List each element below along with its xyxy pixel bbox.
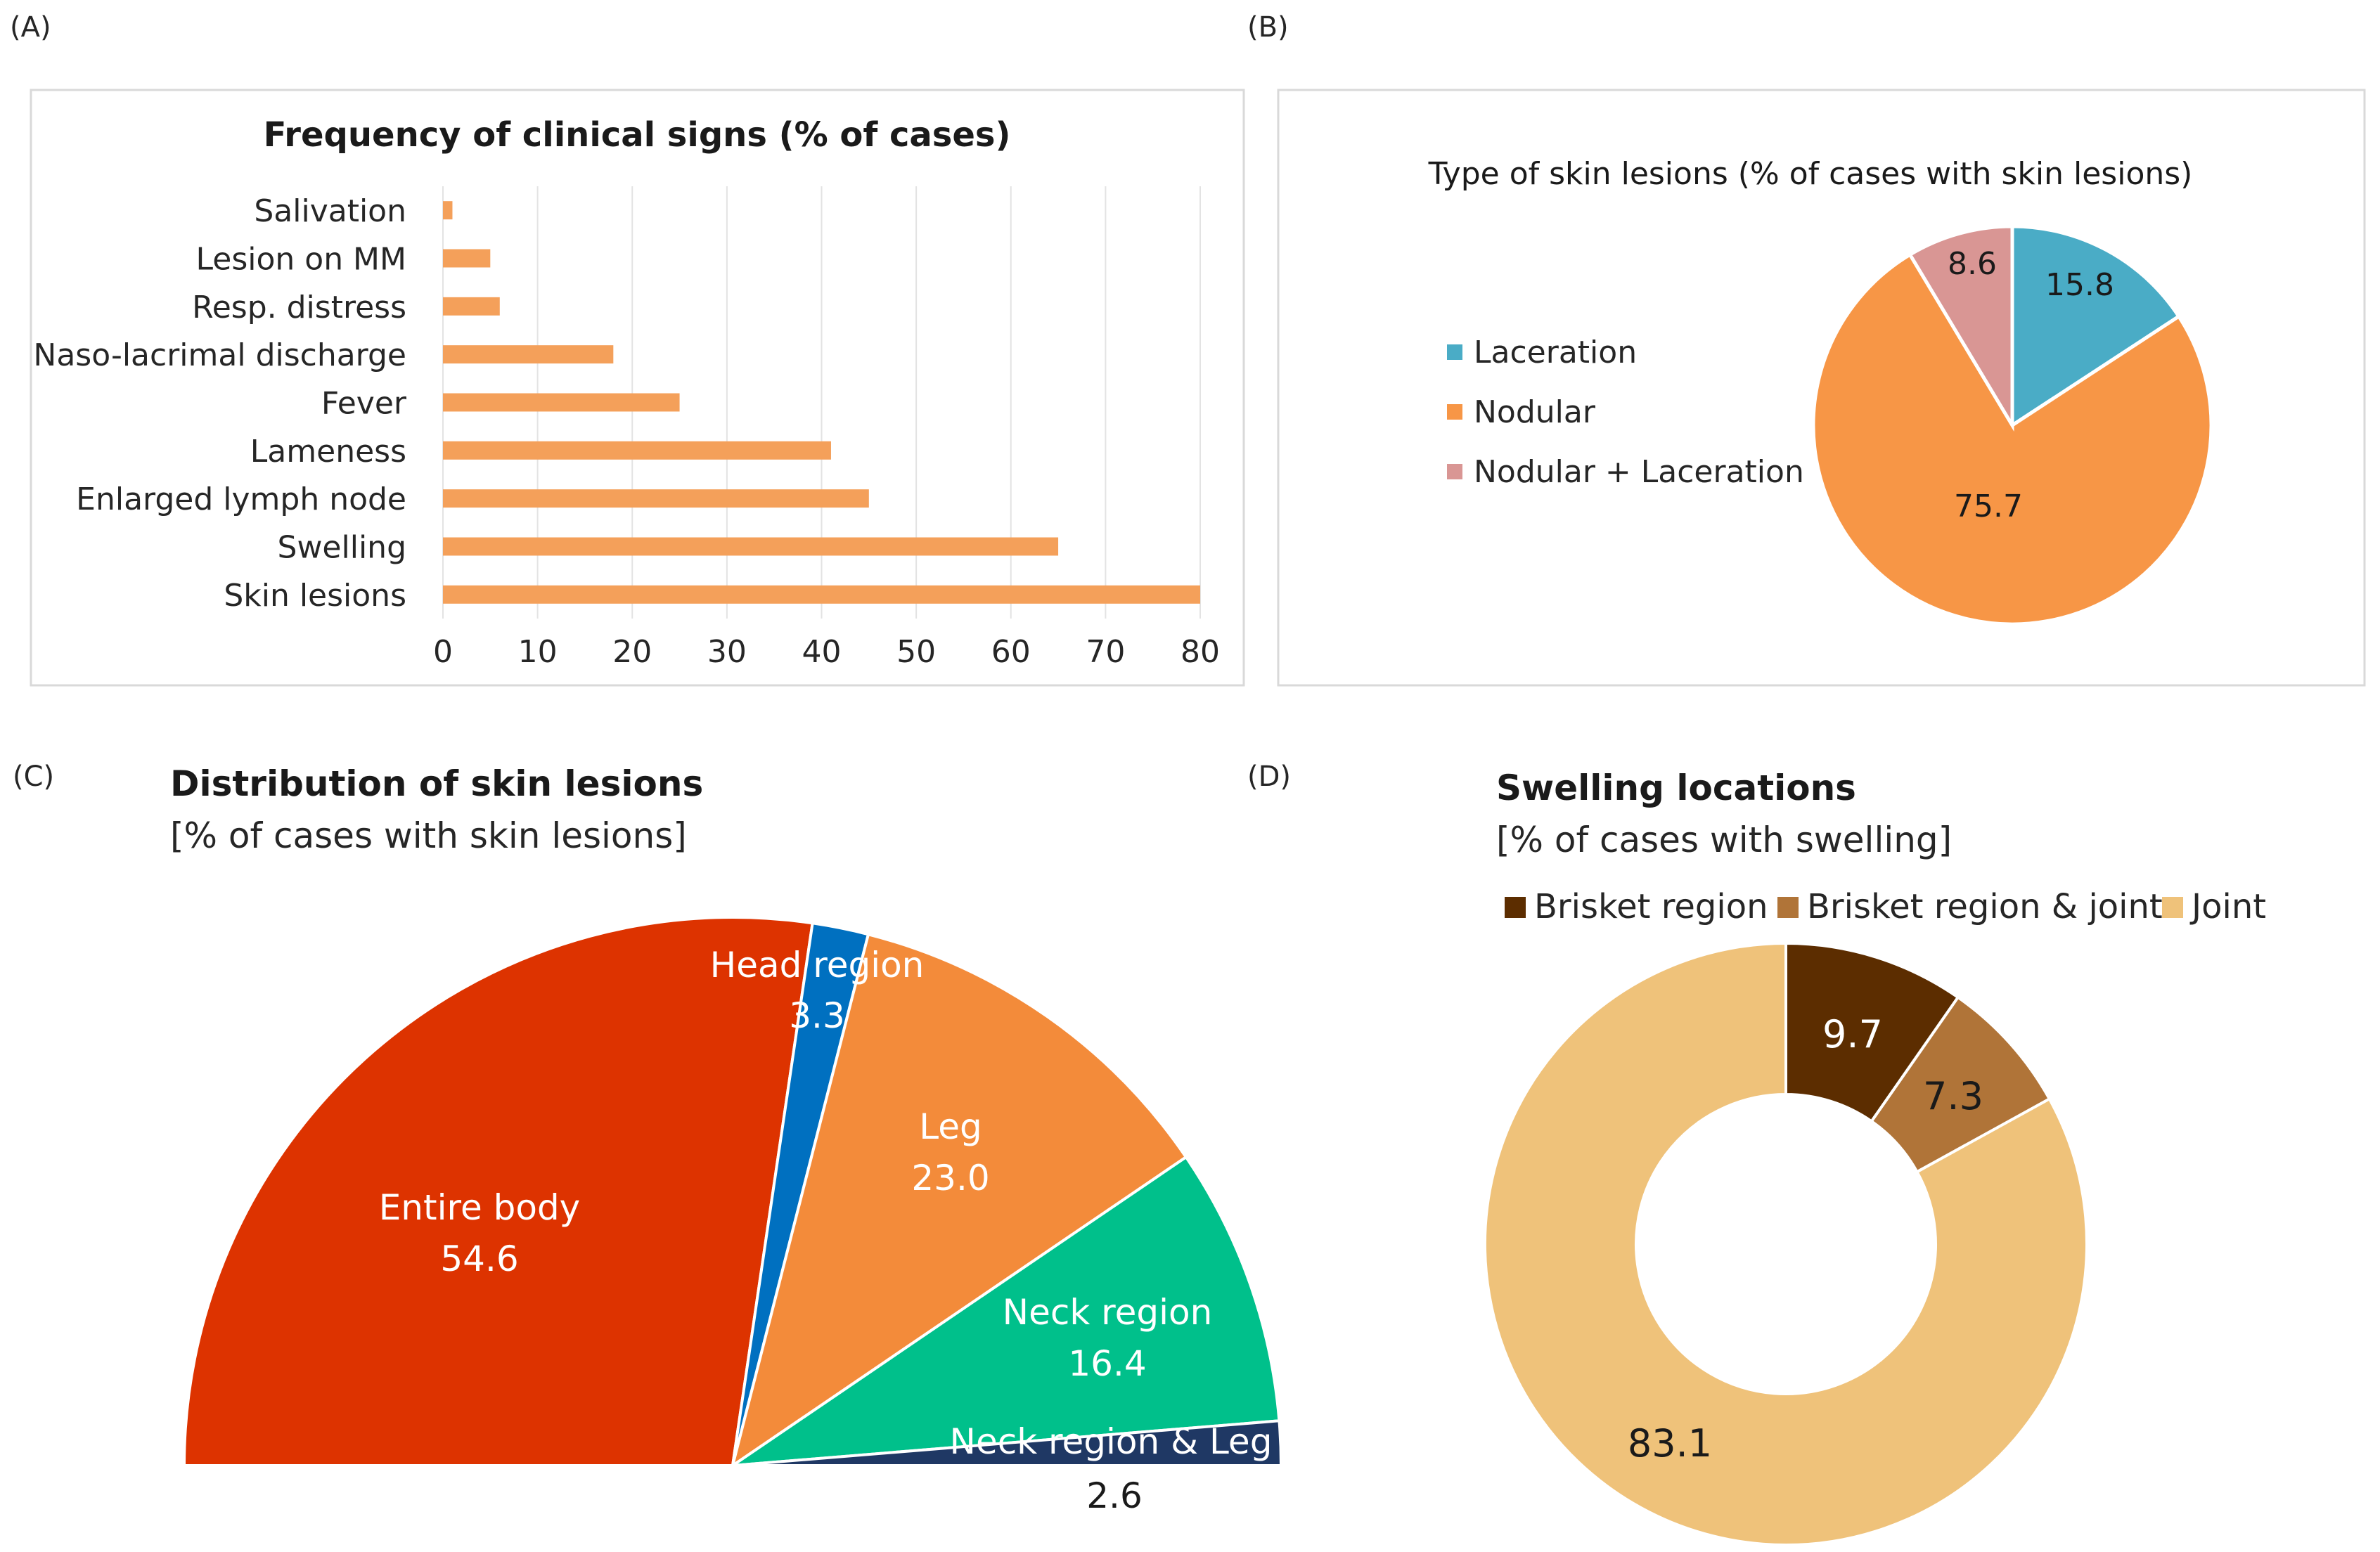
chart-a-category-lesion-on-mm: Lesion on MM [196,242,406,278]
chart-d-legend-brisket-region: Brisket region [1534,887,1768,926]
chart-a-bar-resp-distress [443,297,500,316]
chart-d-swelling-locations: Swelling locations [% of cases with swel… [1484,768,2266,1546]
chart-a-category-resp-distress: Resp. distress [192,290,406,325]
chart-a-bar-salivation [443,201,453,220]
chart-c-value-neck-region-leg: 2.6 [1086,1475,1143,1516]
chart-c-value-neck-region: 16.4 [1068,1343,1146,1384]
panel-label-a: (A) [10,11,51,44]
chart-d-title: Swelling locations [1496,768,1856,808]
chart-c-slice-leg [730,932,1188,1469]
chart-d-subtitle: [% of cases with swelling] [1496,820,1952,860]
chart-d-slice-brisket-region [1784,941,1960,1124]
chart-c-value-head-region: 3.3 [789,995,845,1036]
chart-a-x-tick: 20 [612,634,652,670]
chart-c-label-entire-body: Entire body [379,1187,581,1228]
chart-c-label-neck-region-leg: Neck region & Leg [950,1421,1273,1462]
chart-c-value-leg: 23.0 [911,1158,989,1198]
chart-d-legend-swatch [2162,897,2183,918]
chart-b-legend-swatch [1447,404,1462,420]
chart-b-legend-swatch [1447,344,1462,360]
chart-a-x-tick: 80 [1181,634,1220,670]
chart-a-x-tick: 10 [518,634,558,670]
chart-d-legend-brisket-region-joint: Brisket region & joint [1807,887,2163,926]
chart-a-x-tick: 70 [1086,634,1125,670]
chart-b-slice-nodular-laceration [1908,224,2014,432]
chart-d-value-brisket-region: 9.7 [1822,1012,1883,1056]
chart-c-skin-lesion-distribution: Distribution of skin lesions [% of cases… [170,763,1283,1516]
chart-c-subtitle: [% of cases with skin lesions] [170,815,687,856]
chart-c-slice-neck-region-leg [732,1419,1283,1467]
chart-a-x-tick: 0 [433,634,453,670]
chart-b-legend-nodular-laceration: Nodular + Laceration [1474,454,1804,490]
chart-b-title: Type of skin lesions (% of cases with sk… [1428,156,2193,192]
chart-a-category-naso-lacrimal-discharge: Naso-lacrimal discharge [33,337,406,373]
chart-c-slice-neck-region [727,1155,1281,1468]
chart-b-legend-swatch [1447,464,1462,479]
chart-a-x-tick: 60 [991,634,1031,670]
chart-c-title: Distribution of skin lesions [170,763,703,804]
chart-a-bar-lesion-on-mm [443,249,491,268]
chart-b-legend-laceration: Laceration [1474,335,1637,370]
chart-c-label-neck-region: Neck region [1003,1292,1213,1333]
chart-a-category-fever: Fever [321,386,407,422]
chart-b-value-nodular-laceration: 8.6 [1948,246,1997,282]
chart-a-category-lameness: Lameness [250,434,406,470]
chart-a-clinical-signs: Frequency of clinical signs (% of cases)… [30,89,1245,687]
chart-a-bar-lameness [443,441,831,460]
chart-a-title: Frequency of clinical signs (% of cases) [264,115,1011,155]
chart-b-slice-nodular [1811,252,2213,626]
chart-d-legend-swatch [1777,897,1799,918]
chart-a-bar-naso-lacrimal-discharge [443,345,614,364]
chart-c-value-entire-body: 54.6 [440,1239,518,1279]
chart-c-slice-entire-body [182,915,814,1467]
chart-a-bar-fever [443,393,680,412]
chart-b-slice-laceration [2010,224,2182,429]
chart-a-x-tick: 30 [707,634,747,670]
chart-a-x-tick: 40 [802,634,842,670]
chart-b-skin-lesion-types: Type of skin lesions (% of cases with sk… [1277,89,2366,687]
chart-a-x-tick: 50 [896,634,936,670]
chart-c-label-head-region: Head region [710,945,925,985]
chart-d-value-joint: 83.1 [1628,1421,1712,1466]
panel-label-d: (D) [1247,761,1291,793]
panel-label-c: (C) [13,761,54,793]
chart-a-bar-swelling [443,537,1059,556]
chart-c-label-leg: Leg [919,1106,982,1147]
chart-d-legend-joint: Joint [2189,887,2266,926]
chart-b-legend-nodular: Nodular [1474,394,1596,430]
chart-d-legend-swatch [1505,897,1526,918]
chart-d-slice-joint [1484,941,2088,1546]
chart-a-category-skin-lesions: Skin lesions [224,578,406,614]
panel-label-b: (B) [1247,11,1289,44]
chart-a-bar-skin-lesions [443,585,1200,604]
chart-b-value-nodular: 75.7 [1954,489,2023,524]
chart-a-category-swelling: Swelling [278,530,406,566]
chart-b-value-laceration: 15.8 [2045,267,2114,303]
chart-d-value-brisket-region-joint: 7.3 [1923,1074,1983,1118]
chart-a-category-enlarged-lymph-node: Enlarged lymph node [76,481,406,517]
chart-a-bar-enlarged-lymph-node [443,489,869,508]
chart-a-category-salivation: Salivation [254,193,406,229]
